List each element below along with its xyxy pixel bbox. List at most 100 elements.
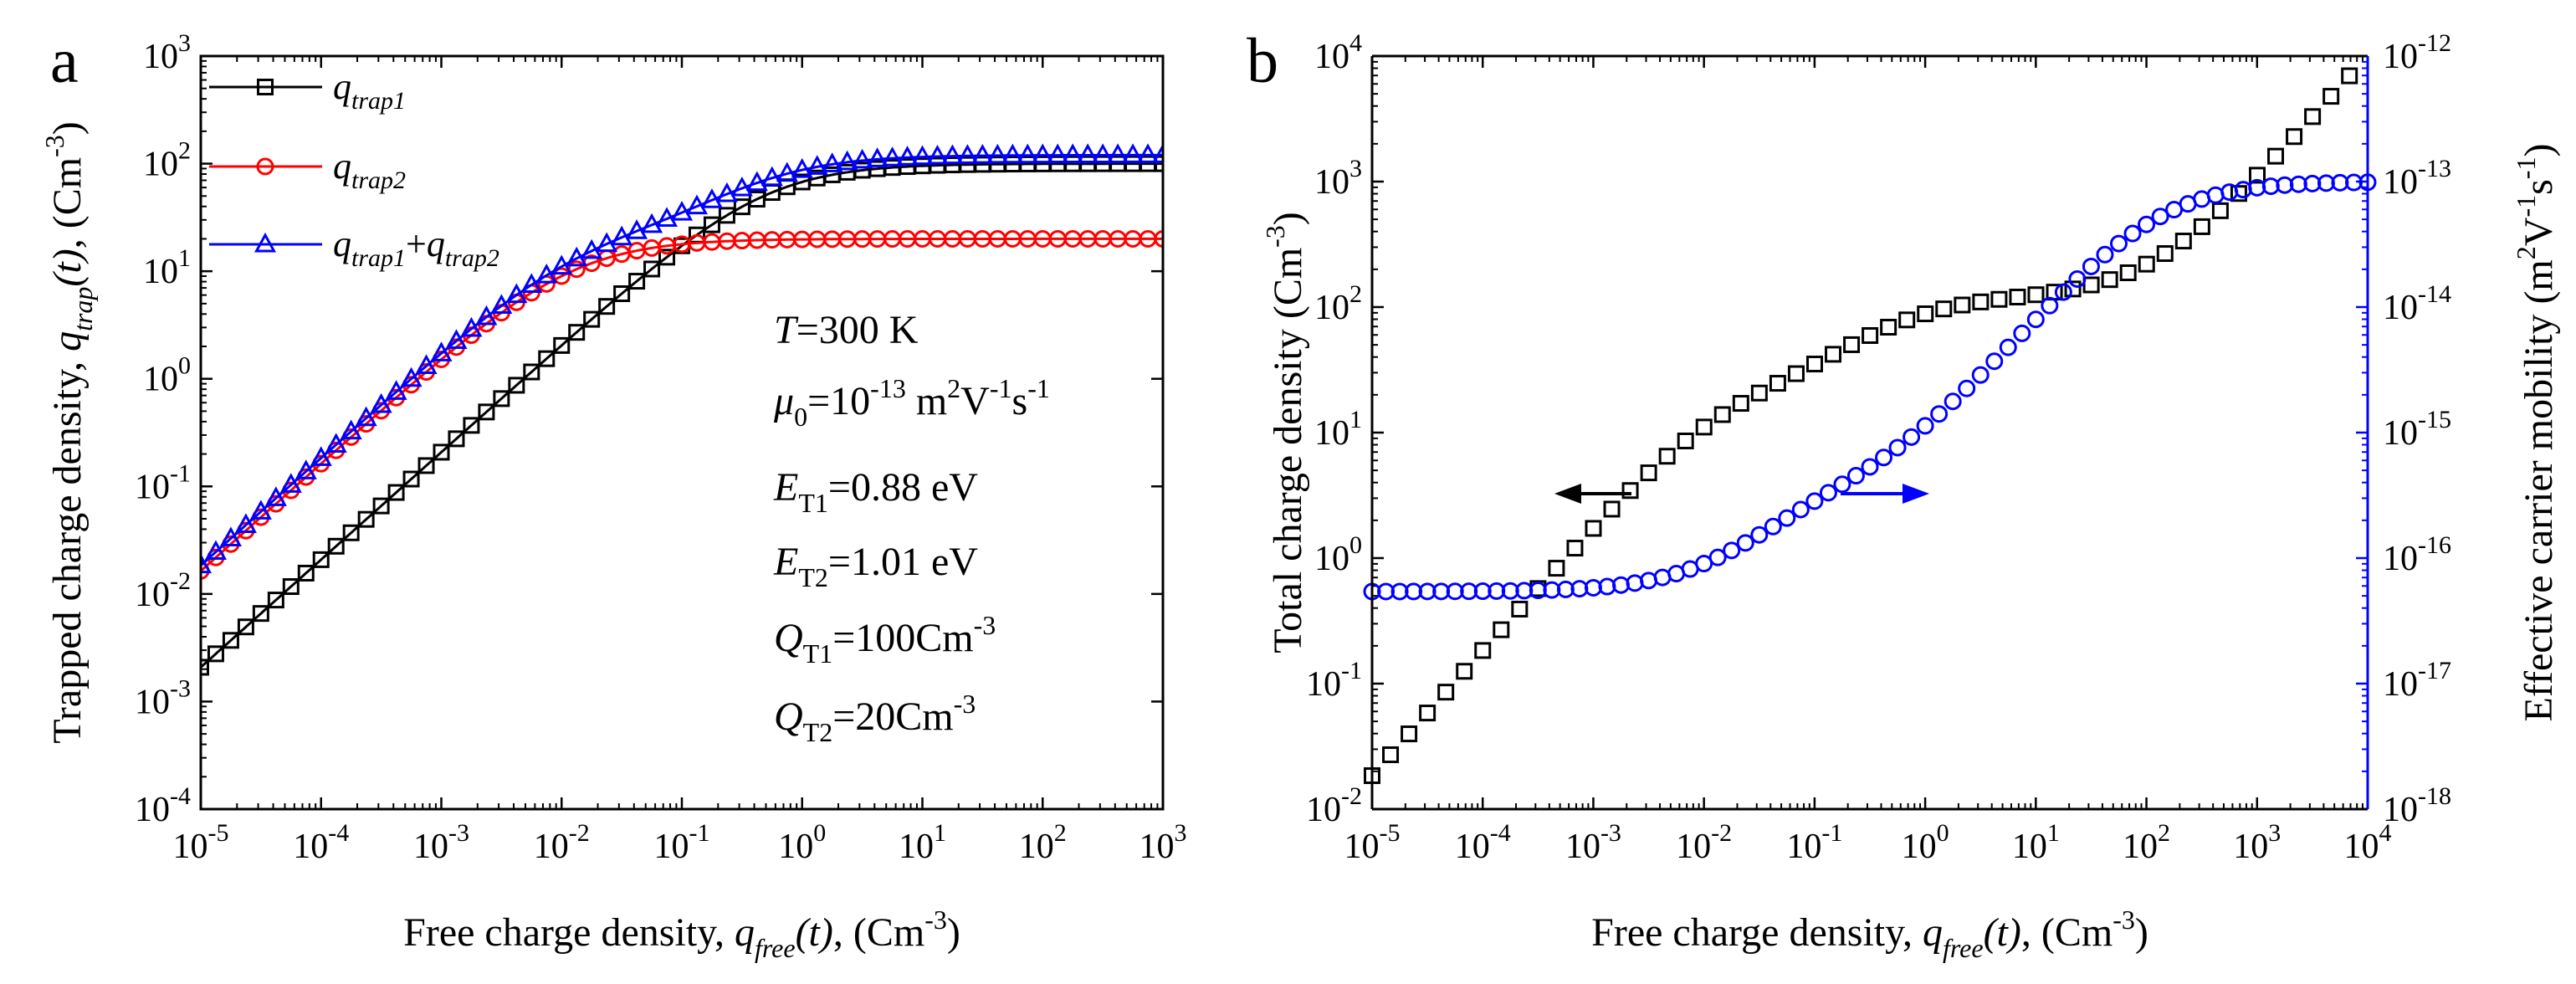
data-point bbox=[417, 457, 435, 474]
y-axis-label: Total charge density (Cm-3) bbox=[1260, 212, 1310, 653]
data-point bbox=[2027, 286, 2045, 304]
data-point bbox=[2156, 245, 2174, 263]
data-point bbox=[357, 510, 375, 528]
right-arrow-head bbox=[1903, 484, 1929, 504]
data-point bbox=[2013, 324, 2031, 342]
data-point bbox=[986, 143, 1009, 164]
data-point bbox=[297, 564, 315, 582]
data-point bbox=[249, 500, 272, 520]
data-point bbox=[2096, 245, 2114, 264]
x-tick-label: 101 bbox=[899, 819, 946, 866]
data-point bbox=[340, 419, 362, 440]
data-point bbox=[806, 155, 828, 175]
data-point bbox=[1935, 300, 1953, 318]
data-point bbox=[2082, 276, 2100, 294]
y-tick-label: 104 bbox=[1314, 29, 1362, 76]
data-point bbox=[658, 249, 676, 266]
panel-b-chart: 10-5 10-4 10-3 10-2 10-1 100 101 102 103 104 10-2 1… bbox=[1247, 26, 2561, 963]
data-point bbox=[926, 144, 949, 165]
data-point bbox=[1419, 705, 1437, 722]
data-point bbox=[2211, 202, 2229, 219]
data-point bbox=[836, 150, 858, 171]
y2-tick-label: 10-13 bbox=[2383, 155, 2451, 202]
data-point bbox=[342, 524, 360, 541]
data-point bbox=[2151, 208, 2169, 226]
data-point bbox=[1136, 143, 1160, 163]
data-point bbox=[310, 446, 332, 466]
series-1 bbox=[201, 155, 1163, 676]
y-tick-label: 10-1 bbox=[1306, 657, 1362, 704]
x-tick-label: 10-4 bbox=[1455, 819, 1511, 866]
data-point bbox=[2230, 185, 2247, 202]
data-point bbox=[1972, 293, 1990, 310]
data-point bbox=[1778, 509, 1796, 527]
x-tick-label: 100 bbox=[778, 819, 826, 866]
data-point bbox=[2123, 224, 2142, 243]
data-point bbox=[372, 497, 390, 515]
data-point bbox=[1548, 560, 1565, 577]
data-point bbox=[1875, 448, 1893, 467]
legend-marker bbox=[256, 157, 274, 176]
data-point bbox=[1917, 305, 1934, 323]
x-tick-label: 10-1 bbox=[654, 819, 710, 866]
data-point bbox=[1861, 458, 1879, 476]
data-point bbox=[1708, 548, 1727, 566]
data-point bbox=[2119, 264, 2137, 282]
data-point bbox=[1903, 428, 1921, 446]
data-point bbox=[1833, 475, 1851, 494]
data-point bbox=[1787, 365, 1805, 382]
data-point bbox=[1990, 290, 2008, 308]
data-point bbox=[2322, 88, 2340, 105]
legend: qtrap1 qtrap2 qtrap1+qtrap2 bbox=[209, 66, 499, 272]
data-point bbox=[1621, 482, 1639, 500]
x-tick-label: 10-3 bbox=[413, 819, 469, 866]
data-point bbox=[2138, 255, 2155, 273]
y-tick-label: 10-4 bbox=[135, 782, 191, 829]
data-point bbox=[523, 363, 540, 381]
data-point bbox=[387, 484, 405, 501]
data-point bbox=[1723, 541, 1741, 560]
x-tick-label: 104 bbox=[2344, 819, 2392, 866]
data-point bbox=[1880, 319, 1897, 336]
x-axis-label: Free charge density, qfree(t), (Cm-3) bbox=[1591, 905, 2148, 963]
data-point bbox=[2041, 296, 2059, 315]
data-point bbox=[222, 632, 239, 649]
data-point bbox=[821, 152, 843, 172]
data-point bbox=[1805, 492, 1824, 510]
data-point bbox=[1401, 725, 1418, 743]
data-point bbox=[433, 443, 450, 461]
x-tick-label: 10-3 bbox=[1565, 819, 1621, 866]
data-point bbox=[911, 145, 934, 166]
legend-marker bbox=[254, 232, 277, 253]
data-point bbox=[643, 260, 661, 278]
data-point bbox=[264, 486, 287, 506]
data-point bbox=[204, 540, 228, 561]
data-point bbox=[2054, 283, 2072, 301]
data-point bbox=[2220, 183, 2239, 202]
data-point bbox=[1971, 366, 1990, 384]
data-point bbox=[2082, 257, 2100, 275]
data-point bbox=[508, 377, 525, 394]
series-3 bbox=[201, 143, 1163, 574]
data-point bbox=[1769, 375, 1786, 392]
data-point bbox=[971, 143, 994, 164]
data-point bbox=[430, 341, 453, 361]
data-point bbox=[566, 246, 588, 267]
data-point bbox=[1092, 143, 1114, 163]
y2-tick-label: 10-16 bbox=[2383, 531, 2451, 578]
data-point bbox=[1151, 143, 1163, 163]
data-point bbox=[2341, 67, 2358, 85]
data-point bbox=[1047, 143, 1069, 164]
data-point bbox=[493, 390, 510, 407]
data-point bbox=[1017, 143, 1039, 164]
y-tick-label: 103 bbox=[1314, 155, 1362, 202]
annotation-line: ET2=1.01 eV bbox=[773, 540, 978, 592]
data-point bbox=[2068, 269, 2087, 288]
data-point bbox=[1736, 534, 1754, 552]
data-point bbox=[611, 225, 633, 246]
data-point bbox=[1791, 500, 1810, 519]
y-tick-label: 101 bbox=[1314, 406, 1362, 453]
data-point bbox=[851, 148, 873, 169]
y-tick-label: 100 bbox=[1314, 531, 1362, 578]
data-point bbox=[730, 176, 753, 197]
